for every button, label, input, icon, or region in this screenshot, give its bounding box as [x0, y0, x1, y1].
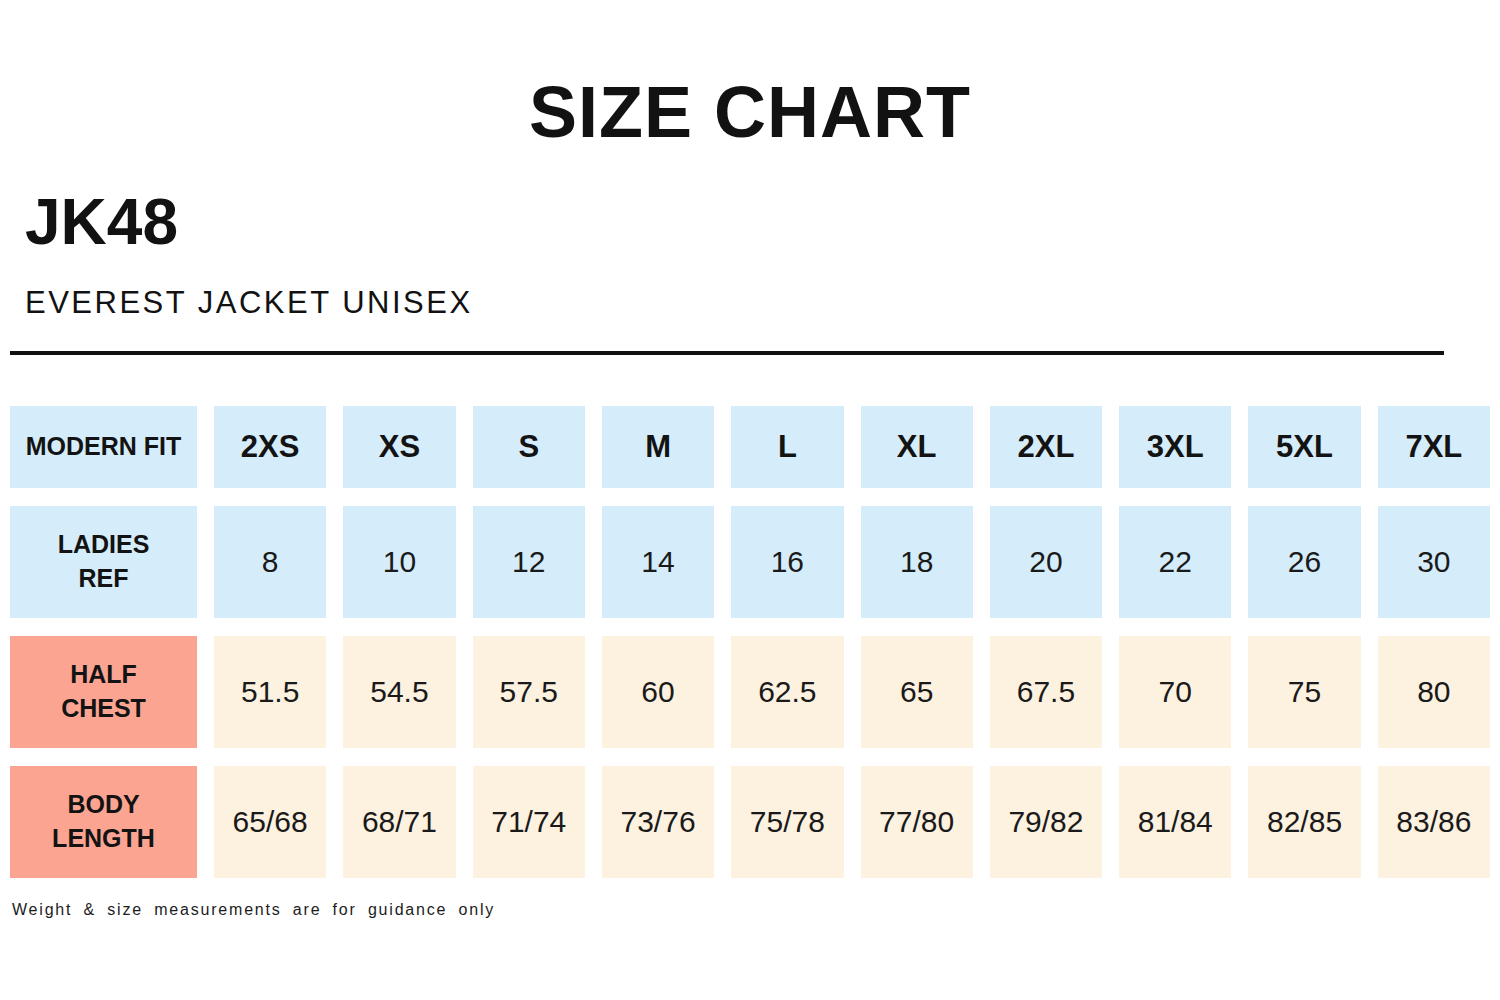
- divider-rule: [10, 351, 1444, 355]
- body-length-cell: 73/76: [602, 766, 714, 878]
- size-label-l: L: [731, 406, 843, 488]
- body-length-cell: 75/78: [731, 766, 843, 878]
- size-table: MODERN FIT 2XS XS S M L XL 2XL 3XL 5XL 7…: [10, 406, 1490, 878]
- ladies-ref-cell: 10: [343, 506, 455, 618]
- size-label-s: S: [473, 406, 585, 488]
- size-label-m: M: [602, 406, 714, 488]
- size-label-2xl: 2XL: [990, 406, 1102, 488]
- half-chest-cell: 54.5: [343, 636, 455, 748]
- half-chest-cell: 75: [1248, 636, 1360, 748]
- body-length-cell: 81/84: [1119, 766, 1231, 878]
- body-length-cell: 82/85: [1248, 766, 1360, 878]
- ladies-ref-cell: 8: [214, 506, 326, 618]
- half-chest-cell: 67.5: [990, 636, 1102, 748]
- guidance-footnote: Weight & size measurements are for guida…: [12, 901, 495, 919]
- ladies-ref-cell: 14: [602, 506, 714, 618]
- body-length-cell: 65/68: [214, 766, 326, 878]
- ladies-ref-cell: 22: [1119, 506, 1231, 618]
- size-label-xs: XS: [343, 406, 455, 488]
- body-length-cell: 83/86: [1378, 766, 1490, 878]
- product-code: JK48: [25, 190, 178, 254]
- size-label-3xl: 3XL: [1119, 406, 1231, 488]
- row-header-modern-fit: MODERN FIT: [10, 406, 197, 488]
- size-chart-page: SIZE CHART JK48 EVEREST JACKET UNISEX MO…: [0, 0, 1500, 1000]
- half-chest-cell: 51.5: [214, 636, 326, 748]
- ladies-ref-cell: 16: [731, 506, 843, 618]
- size-label-5xl: 5XL: [1248, 406, 1360, 488]
- body-length-cell: 77/80: [861, 766, 973, 878]
- size-label-xl: XL: [861, 406, 973, 488]
- row-header-half-chest: HALF CHEST: [10, 636, 197, 748]
- half-chest-cell: 65: [861, 636, 973, 748]
- row-header-ladies-ref: LADIES REF: [10, 506, 197, 618]
- size-label-7xl: 7XL: [1378, 406, 1490, 488]
- ladies-ref-cell: 26: [1248, 506, 1360, 618]
- body-length-cell: 71/74: [473, 766, 585, 878]
- half-chest-cell: 62.5: [731, 636, 843, 748]
- ladies-ref-cell: 18: [861, 506, 973, 618]
- ladies-ref-cell: 30: [1378, 506, 1490, 618]
- half-chest-cell: 57.5: [473, 636, 585, 748]
- half-chest-cell: 60: [602, 636, 714, 748]
- ladies-ref-cell: 12: [473, 506, 585, 618]
- row-header-body-length: BODY LENGTH: [10, 766, 197, 878]
- body-length-cell: 68/71: [343, 766, 455, 878]
- page-title: SIZE CHART: [0, 76, 1500, 148]
- ladies-ref-cell: 20: [990, 506, 1102, 618]
- size-label-2xs: 2XS: [214, 406, 326, 488]
- half-chest-cell: 80: [1378, 636, 1490, 748]
- body-length-cell: 79/82: [990, 766, 1102, 878]
- half-chest-cell: 70: [1119, 636, 1231, 748]
- product-name: EVEREST JACKET UNISEX: [25, 287, 473, 318]
